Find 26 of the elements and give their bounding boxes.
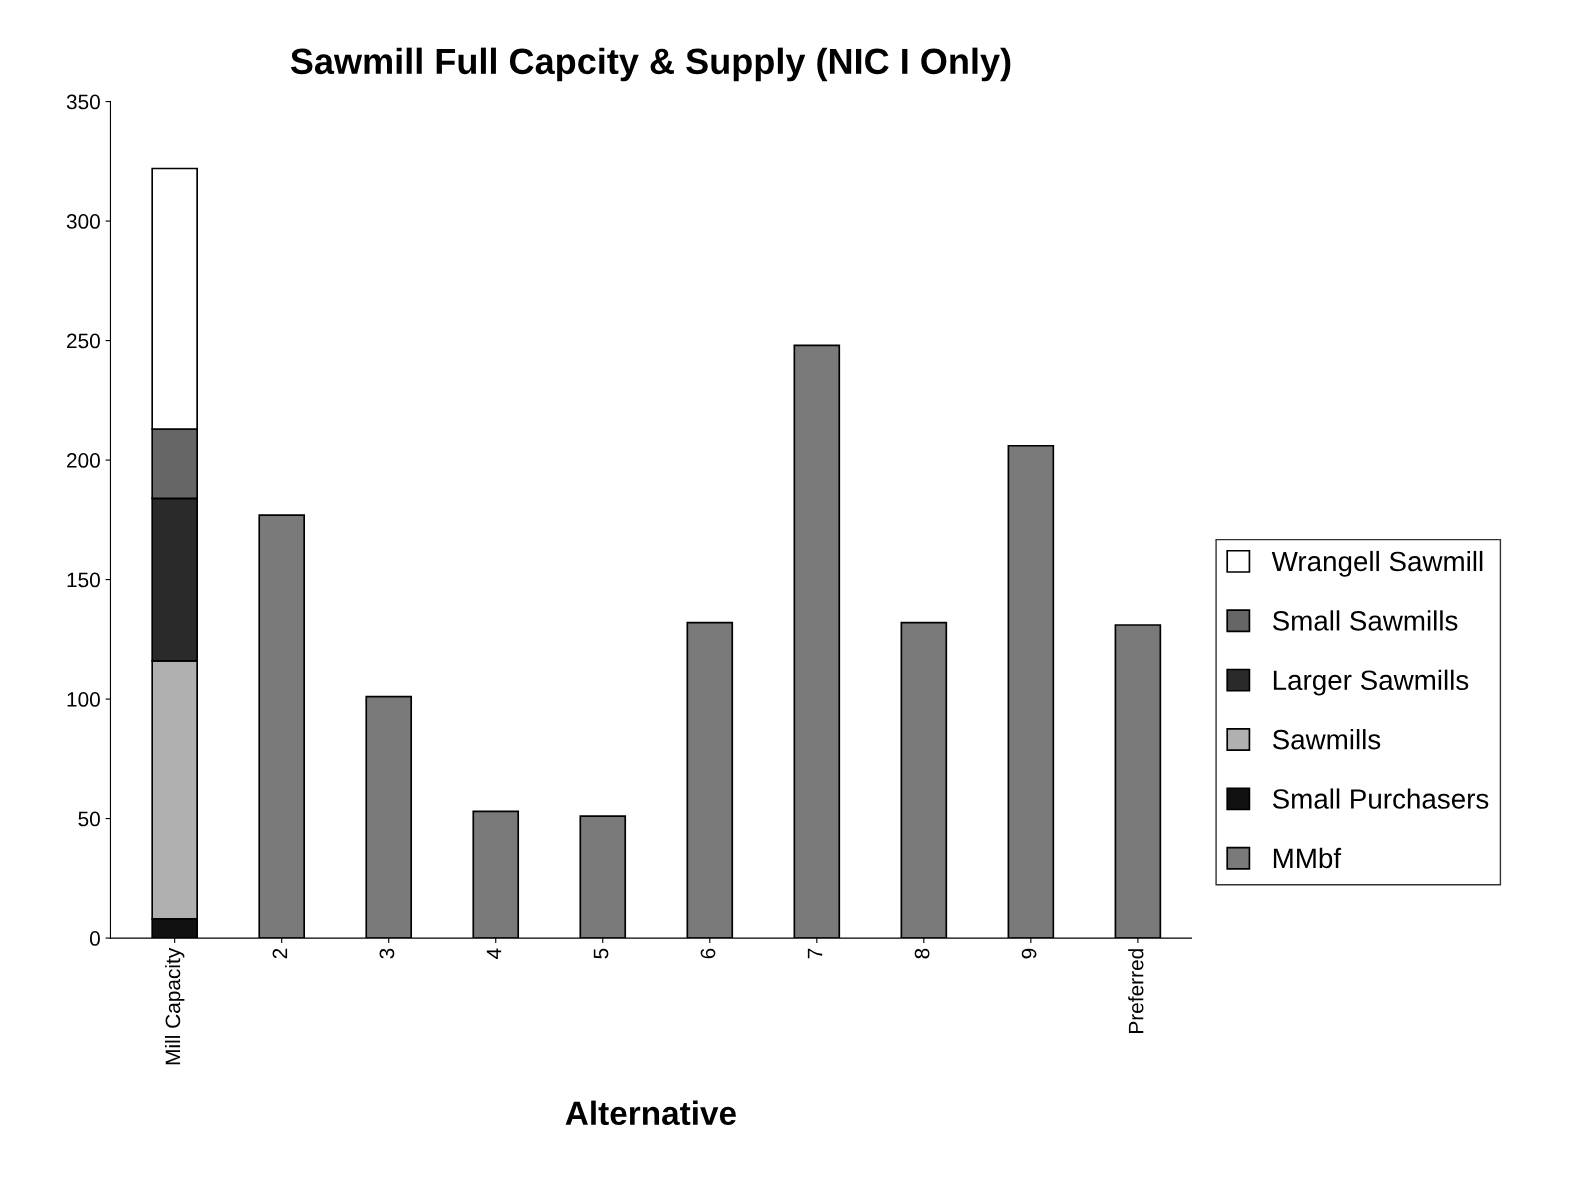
legend-label: Small Purchasers (1272, 788, 1489, 809)
chart-title: Sawmill Full Capcity & Supply (NIC I Only) (290, 47, 1011, 82)
y-tick-label: 50 (78, 811, 100, 827)
y-tick-label: 300 (66, 214, 100, 229)
legend-label: Small Sawmills (1272, 610, 1458, 631)
x-tick-label: 5 (593, 948, 609, 959)
x-tick-label: 3 (379, 948, 395, 959)
x-tick-label: Mill Capacity (164, 947, 185, 1065)
y-tick-label: 250 (67, 333, 100, 349)
legend-label: Wrangell Sawmill (1271, 550, 1483, 577)
legend-label: Sawmills (1272, 729, 1381, 750)
y-tick-label: 150 (67, 572, 100, 588)
x-tick-label: 9 (1021, 948, 1037, 959)
y-tick-label: 0 (89, 931, 100, 946)
x-tick-label: 8 (914, 948, 930, 959)
x-tick-label: 2 (272, 948, 288, 959)
x-tick-label: Preferred (1128, 949, 1144, 1033)
x-tick-label: 6 (700, 948, 716, 959)
legend-label: MMbf (1273, 847, 1342, 869)
y-tick-label: 100 (67, 692, 100, 707)
y-tick-label: 200 (67, 453, 100, 468)
y-tick-label: 350 (66, 94, 100, 110)
x-tick-label: 7 (807, 948, 823, 959)
x-axis-title: Alternative (565, 1100, 736, 1126)
legend-label: Larger Sawmills (1273, 669, 1469, 696)
x-tick-label: 4 (486, 948, 502, 959)
